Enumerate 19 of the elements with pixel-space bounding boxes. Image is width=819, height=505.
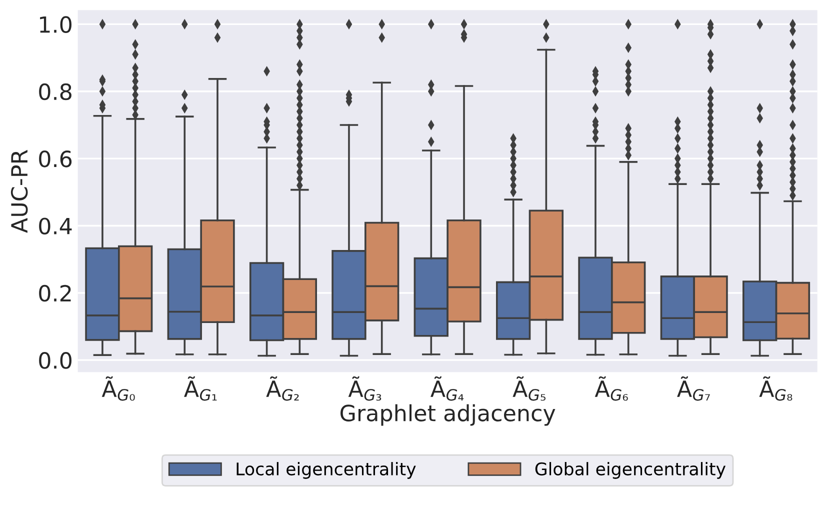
x-tick-label: Ã$_{G₆}$ (594, 376, 628, 401)
y-tick-label: 0.6 (39, 150, 72, 168)
y-tick-label: 0.8 (39, 83, 72, 100)
y-tick-label: 0.2 (39, 284, 71, 302)
x-tick-label: Ã$_{G₀}$ (102, 376, 135, 401)
x-tick-label: Ã$_{G₄}$ (430, 376, 464, 401)
x-tick-label: Ã$_{G₁}$ (184, 376, 217, 401)
legend-label: Global eigencentrality (535, 462, 726, 479)
x-tick-label: Ã$_{G₃}$ (348, 376, 382, 401)
y-axis-title: AUC-PR (10, 150, 28, 233)
y-tick-label: 0.0 (39, 352, 72, 369)
x-tick-label: Ã$_{G₂}$ (266, 376, 299, 401)
y-tick-label: 0.4 (39, 218, 72, 234)
y-tick-label: 1.0 (40, 16, 72, 33)
x-axis-title: Graphlet adjacency (340, 404, 556, 426)
legend-label: Local eigencentrality (236, 462, 416, 479)
x-tick-label: Ã$_{G₅}$ (512, 376, 546, 401)
x-tick-label: Ã$_{G₇}$ (677, 376, 710, 401)
x-tick-label: Ã$_{G₈}$ (759, 376, 792, 401)
